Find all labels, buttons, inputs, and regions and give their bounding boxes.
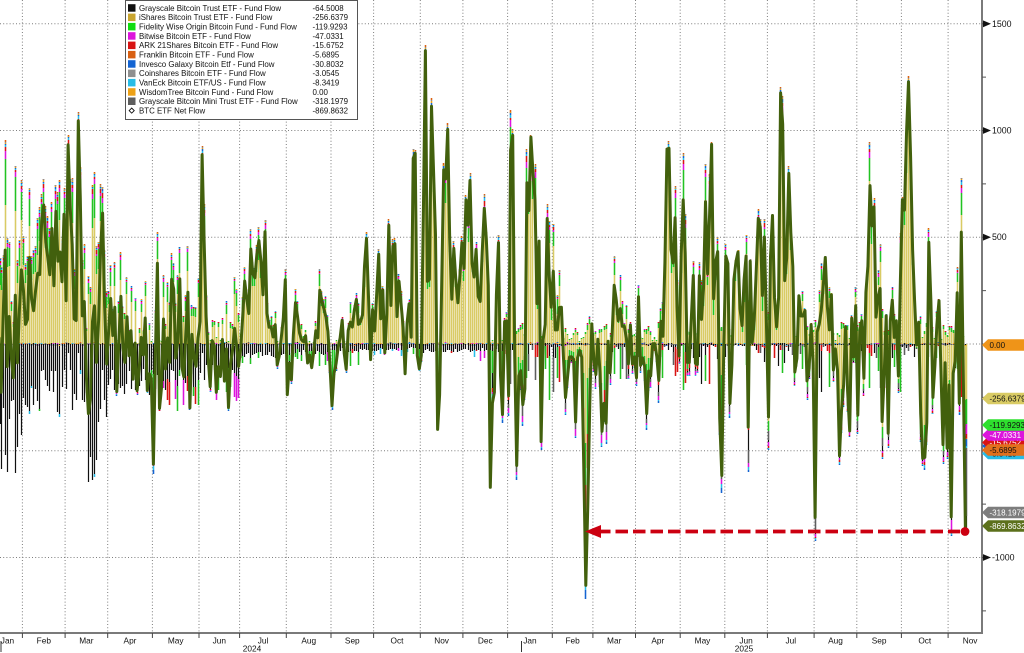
svg-text:Bitwise Bitcoin ETF - Fund Flo: Bitwise Bitcoin ETF - Fund Flow: [139, 32, 251, 41]
svg-text:500: 500: [992, 232, 1007, 242]
svg-text:Coinshares Bitcoin ETF - Fund: Coinshares Bitcoin ETF - Fund Flow: [139, 69, 266, 78]
svg-text:BTC ETF Net Flow: BTC ETF Net Flow: [139, 106, 206, 115]
svg-text:May: May: [168, 636, 185, 646]
svg-text:-256.6379: -256.6379: [990, 395, 1024, 404]
svg-text:May: May: [695, 636, 712, 646]
svg-text:Franklin Bitcoin ETF - Fund Fl: Franklin Bitcoin ETF - Fund Flow: [139, 50, 254, 59]
svg-text:-119.9293: -119.9293: [990, 421, 1024, 430]
svg-text:Jan: Jan: [1, 636, 15, 646]
svg-text:Aug: Aug: [828, 636, 843, 646]
svg-text:1500: 1500: [992, 19, 1012, 29]
svg-text:-5.6895: -5.6895: [313, 50, 340, 59]
svg-text:-15.6752: -15.6752: [313, 41, 344, 50]
svg-text:Dec: Dec: [478, 636, 493, 646]
svg-text:Grayscale Bitcoin Mini Trust E: Grayscale Bitcoin Mini Trust ETF - Fund …: [139, 97, 298, 106]
svg-text:Feb: Feb: [37, 636, 52, 646]
svg-text:1000: 1000: [992, 126, 1012, 136]
svg-text:-869.8632: -869.8632: [990, 522, 1024, 531]
svg-text:-256.6379: -256.6379: [313, 13, 349, 22]
svg-text:-1000: -1000: [992, 553, 1015, 563]
svg-text:-47.0331: -47.0331: [990, 431, 1022, 440]
svg-text:0.00: 0.00: [313, 88, 329, 97]
svg-text:Nov: Nov: [963, 636, 979, 646]
svg-text:-318.1979: -318.1979: [313, 97, 349, 106]
svg-text:WisdomTree Bitcoin Fund - Fund: WisdomTree Bitcoin Fund - Fund Flow: [139, 88, 274, 97]
svg-text:Jun: Jun: [213, 636, 227, 646]
svg-text:Apr: Apr: [124, 636, 137, 646]
svg-text:0.00: 0.00: [990, 341, 1006, 350]
svg-text:-119.9293: -119.9293: [313, 23, 349, 32]
svg-text:Oct: Oct: [391, 636, 405, 646]
svg-text:Mar: Mar: [607, 636, 622, 646]
svg-text:-8.3419: -8.3419: [313, 78, 340, 87]
svg-text:VanEck Bitcoin ETF/US - Fund F: VanEck Bitcoin ETF/US - Fund Flow: [139, 78, 266, 87]
svg-text:iShares Bitcoin Trust ETF - Fu: iShares Bitcoin Trust ETF - Fund Flow: [139, 13, 273, 22]
svg-text:Jun: Jun: [739, 636, 753, 646]
svg-text:Fidelity Wise Origin Bitcoin F: Fidelity Wise Origin Bitcoin Fund - Fund…: [139, 23, 297, 32]
svg-text:Sep: Sep: [345, 636, 360, 646]
svg-text:Jan: Jan: [523, 636, 537, 646]
svg-text:Mar: Mar: [79, 636, 94, 646]
svg-text:-5.6895: -5.6895: [990, 446, 1018, 455]
svg-text:ARK 21Shares Bitcoin ETF - Fun: ARK 21Shares Bitcoin ETF - Fund Flow: [139, 41, 278, 50]
svg-text:-3.0545: -3.0545: [313, 69, 340, 78]
svg-text:-318.1979: -318.1979: [990, 509, 1024, 518]
svg-text:Oct: Oct: [918, 636, 932, 646]
svg-text:Aug: Aug: [301, 636, 316, 646]
svg-text:-15.6752: -15.6752: [990, 439, 1022, 448]
svg-text:Feb: Feb: [565, 636, 580, 646]
svg-text:Nov: Nov: [434, 636, 450, 646]
svg-text:-47.0331: -47.0331: [313, 32, 344, 41]
svg-text:-30.8032: -30.8032: [313, 60, 344, 69]
svg-text:Jul: Jul: [258, 636, 269, 646]
svg-text:Apr: Apr: [651, 636, 664, 646]
svg-text:Grayscale Bitcoin Trust ETF -: Grayscale Bitcoin Trust ETF - Fund Flow: [139, 4, 281, 13]
svg-text:Jul: Jul: [785, 636, 796, 646]
svg-text:2025: 2025: [735, 644, 754, 653]
svg-text:-64.5008: -64.5008: [313, 4, 345, 13]
svg-text:-869.8632: -869.8632: [313, 106, 349, 115]
svg-text:Invesco Galaxy Bitcoin Etf - F: Invesco Galaxy Bitcoin Etf - Fund Flow: [139, 60, 275, 69]
svg-text:Sep: Sep: [872, 636, 887, 646]
svg-text:2024: 2024: [243, 644, 262, 653]
